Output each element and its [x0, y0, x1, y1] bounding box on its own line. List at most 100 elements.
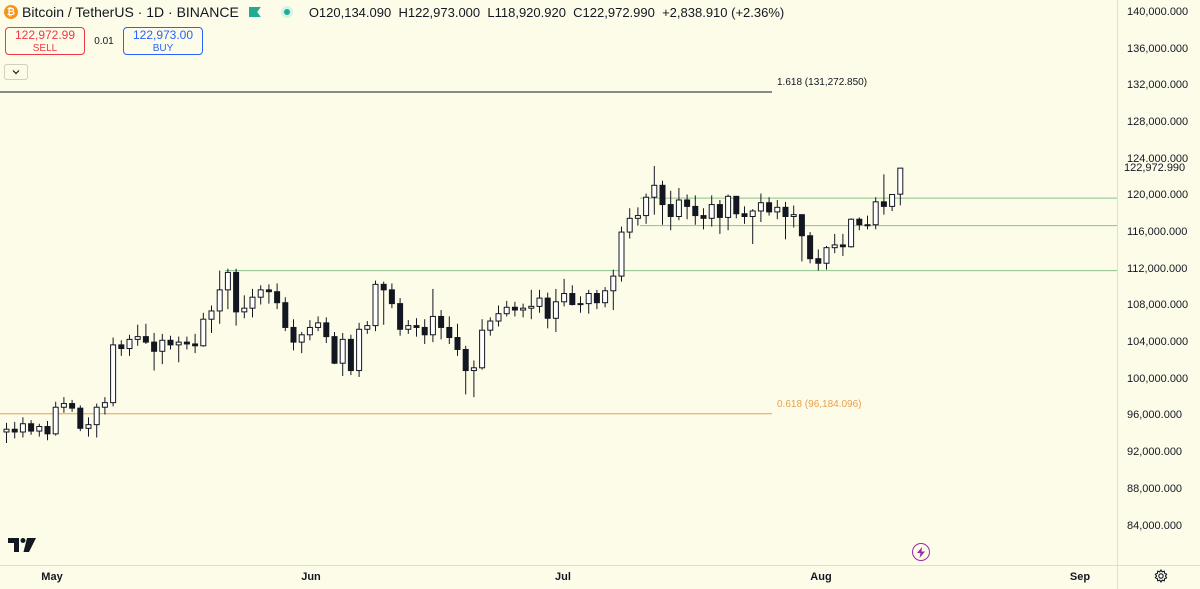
candle[interactable] — [19, 417, 26, 438]
candle[interactable] — [643, 193, 650, 224]
candle[interactable] — [798, 214, 805, 262]
candle[interactable] — [388, 283, 395, 309]
collapse-legend-button[interactable] — [4, 64, 28, 80]
candle[interactable] — [454, 323, 461, 356]
candle[interactable] — [110, 337, 117, 407]
candle[interactable] — [807, 232, 814, 264]
candle[interactable] — [438, 310, 445, 340]
candle[interactable] — [380, 281, 387, 325]
candle[interactable] — [897, 167, 904, 206]
candle[interactable] — [561, 278, 568, 307]
candle[interactable] — [298, 332, 305, 354]
candle[interactable] — [716, 199, 723, 234]
candle[interactable] — [77, 405, 84, 432]
candle[interactable] — [347, 334, 354, 376]
candle[interactable] — [511, 301, 518, 317]
candle[interactable] — [233, 268, 240, 326]
candle[interactable] — [126, 334, 133, 356]
candle[interactable] — [118, 340, 125, 356]
candle[interactable] — [569, 285, 576, 306]
candle[interactable] — [249, 288, 256, 318]
candle[interactable] — [224, 268, 231, 310]
candle[interactable] — [151, 332, 158, 371]
candle[interactable] — [52, 401, 59, 436]
candle[interactable] — [323, 317, 330, 344]
candle[interactable] — [675, 188, 682, 221]
candle[interactable] — [364, 321, 371, 334]
candle[interactable] — [880, 174, 887, 215]
candle[interactable] — [372, 280, 379, 332]
candle[interactable] — [733, 195, 740, 219]
candle[interactable] — [159, 333, 166, 365]
candle[interactable] — [429, 288, 436, 343]
candle[interactable] — [495, 305, 502, 327]
candle[interactable] — [536, 289, 543, 313]
candle[interactable] — [659, 180, 666, 225]
candle[interactable] — [479, 319, 486, 370]
candle[interactable] — [593, 289, 600, 310]
candle[interactable] — [634, 207, 641, 226]
candle[interactable] — [101, 397, 108, 415]
candle[interactable] — [782, 201, 789, 240]
candle[interactable] — [356, 322, 363, 377]
candle[interactable] — [651, 166, 658, 215]
time-axis[interactable]: May Jun Jul Aug Sep — [0, 565, 1117, 589]
candle[interactable] — [93, 403, 100, 438]
candle[interactable] — [741, 206, 748, 224]
candle[interactable] — [757, 193, 764, 222]
candle[interactable] — [282, 297, 289, 332]
price-axis[interactable]: 140,000.000 136,000.000 132,000.000 128,000… — [1117, 0, 1200, 565]
candle[interactable] — [487, 317, 494, 336]
candle[interactable] — [11, 421, 18, 439]
candle[interactable] — [503, 300, 510, 317]
candle[interactable] — [749, 209, 756, 245]
candle[interactable] — [421, 319, 428, 344]
candle[interactable] — [552, 288, 559, 333]
candle[interactable] — [274, 283, 281, 310]
candle[interactable] — [872, 197, 879, 230]
candle[interactable] — [69, 399, 76, 412]
candle[interactable] — [823, 245, 830, 270]
candle[interactable] — [839, 233, 846, 256]
candle[interactable] — [520, 303, 527, 318]
candlestick-chart[interactable] — [0, 0, 1117, 565]
candle[interactable] — [889, 193, 896, 211]
candle[interactable] — [413, 318, 420, 337]
candle[interactable] — [577, 296, 584, 313]
tradingview-logo-icon[interactable] — [8, 538, 36, 552]
candle[interactable] — [544, 292, 551, 329]
candle[interactable] — [134, 324, 141, 346]
candle[interactable] — [831, 233, 838, 254]
candle[interactable] — [265, 284, 272, 304]
chart-area[interactable]: 1.618 (131,272.850) 0.618 (96,184.096) — [0, 0, 1117, 565]
candle[interactable] — [257, 285, 264, 305]
candle[interactable] — [167, 335, 174, 350]
candle[interactable] — [405, 320, 412, 334]
candle[interactable] — [44, 420, 51, 441]
candle[interactable] — [626, 208, 633, 239]
candle[interactable] — [36, 423, 43, 437]
candle[interactable] — [306, 320, 313, 341]
candle[interactable] — [585, 289, 592, 314]
candle[interactable] — [315, 316, 322, 332]
candle[interactable] — [175, 336, 182, 363]
candle[interactable] — [864, 215, 871, 230]
settings-gear-icon[interactable] — [1154, 569, 1168, 583]
candle[interactable] — [848, 218, 855, 248]
candle[interactable] — [774, 199, 781, 220]
candle[interactable] — [667, 190, 674, 231]
sell-button[interactable]: 122,972.99 SELL — [5, 27, 85, 55]
lightning-bolt-button[interactable] — [912, 543, 930, 561]
candle[interactable] — [290, 319, 297, 351]
candle[interactable] — [192, 333, 199, 354]
candle[interactable] — [700, 208, 707, 230]
flag-icon[interactable] — [248, 7, 261, 17]
candle[interactable] — [3, 422, 10, 443]
candle[interactable] — [684, 194, 691, 220]
candle[interactable] — [462, 345, 469, 395]
candle[interactable] — [183, 336, 190, 350]
candle[interactable] — [331, 332, 338, 365]
candle[interactable] — [725, 194, 732, 231]
candle[interactable] — [790, 205, 797, 228]
candle[interactable] — [528, 289, 535, 320]
